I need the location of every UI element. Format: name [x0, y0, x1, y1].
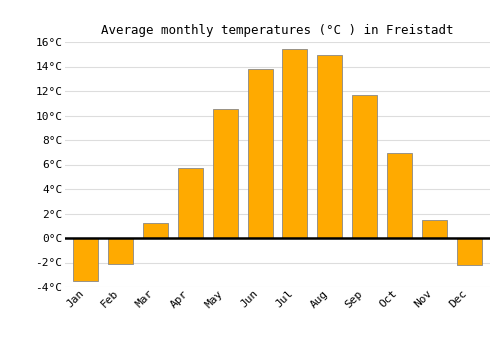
Bar [456, 238, 481, 265]
Bar [352, 95, 377, 238]
Bar [178, 168, 203, 238]
Title: Average monthly temperatures (°C ) in Freistadt: Average monthly temperatures (°C ) in Fr… [101, 24, 454, 37]
Bar [317, 56, 342, 238]
Bar [422, 220, 447, 238]
Bar [387, 154, 412, 238]
Bar [74, 238, 98, 281]
Bar [282, 49, 308, 238]
Bar [108, 238, 134, 264]
Bar [212, 110, 238, 238]
Bar [248, 69, 272, 238]
Bar [143, 223, 168, 238]
